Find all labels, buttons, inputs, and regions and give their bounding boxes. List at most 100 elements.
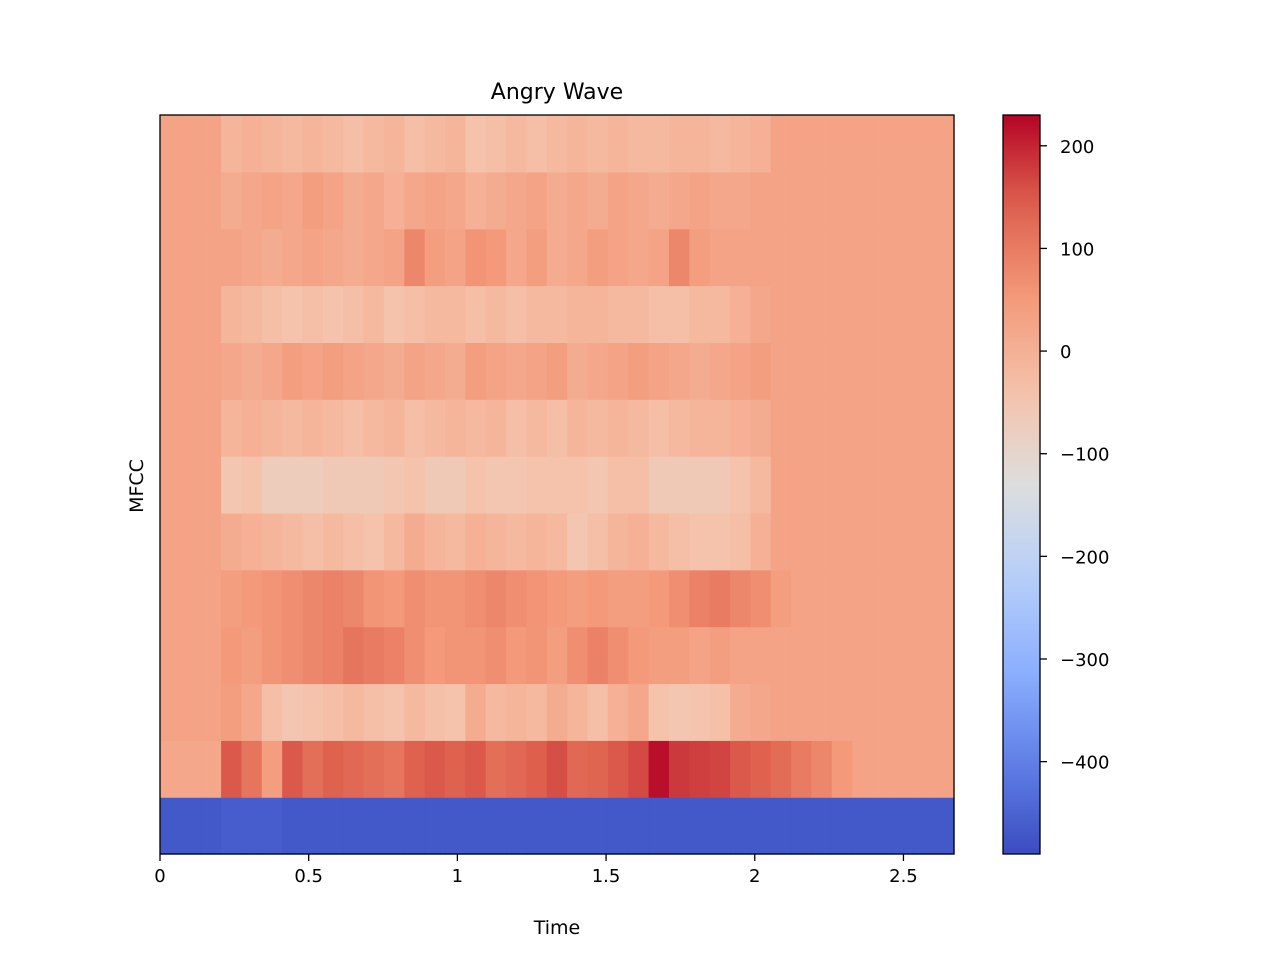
heatmap-cell xyxy=(180,342,202,400)
heatmap-cell xyxy=(404,740,426,798)
heatmap-cell xyxy=(465,285,487,343)
heatmap-cell xyxy=(668,171,690,230)
heatmap-cell xyxy=(200,512,222,571)
heatmap-cell xyxy=(628,342,650,400)
heatmap-frame xyxy=(159,114,955,855)
heatmap-cell xyxy=(241,285,263,343)
heatmap-cell xyxy=(872,399,894,457)
heatmap-cell xyxy=(872,456,894,514)
heatmap-cell xyxy=(363,683,385,741)
heatmap-cell xyxy=(506,171,528,230)
heatmap-cell xyxy=(261,228,283,287)
heatmap-cell xyxy=(322,115,344,173)
heatmap-cell xyxy=(160,626,181,685)
heatmap-cell xyxy=(811,683,833,741)
heatmap-cell xyxy=(241,342,263,400)
heatmap-cell xyxy=(811,285,833,343)
heatmap-cell xyxy=(831,512,853,571)
heatmap-cell xyxy=(567,740,589,798)
heatmap-cell xyxy=(668,512,690,571)
heatmap-cell xyxy=(221,512,243,571)
heatmap-cell xyxy=(485,797,507,855)
heatmap-cell xyxy=(668,626,690,685)
heatmap-cell xyxy=(648,115,670,173)
heatmap-cell xyxy=(221,456,243,514)
heatmap-cell xyxy=(750,399,772,457)
heatmap-cell xyxy=(363,512,385,571)
heatmap-cell xyxy=(383,569,405,628)
heatmap-cell xyxy=(933,342,955,400)
heatmap-cell xyxy=(852,683,874,741)
heatmap-cell xyxy=(892,626,914,685)
heatmap-cell xyxy=(811,740,833,798)
heatmap-cell xyxy=(831,683,853,741)
heatmap-cell xyxy=(852,228,874,287)
heatmap-cell xyxy=(506,569,528,628)
heatmap-cell xyxy=(445,171,466,230)
heatmap-cell xyxy=(831,115,853,173)
heatmap-cell xyxy=(424,512,446,571)
colorbar-tick-label: −400 xyxy=(1060,753,1109,774)
heatmap-cell xyxy=(933,740,955,798)
heatmap-cell xyxy=(282,171,304,230)
heatmap-cell xyxy=(282,569,304,628)
heatmap-cell xyxy=(404,399,426,457)
heatmap-cell xyxy=(689,115,711,173)
heatmap-cell xyxy=(730,285,752,343)
heatmap-cell xyxy=(852,285,874,343)
heatmap-cell xyxy=(424,569,446,628)
heatmap-cell xyxy=(872,797,894,855)
heatmap-cell xyxy=(750,456,772,514)
heatmap-cell xyxy=(709,228,731,287)
heatmap-cell xyxy=(770,285,792,343)
x-tick-label: 2.5 xyxy=(889,866,918,887)
heatmap-cell xyxy=(445,797,466,855)
heatmap-cell xyxy=(546,797,568,855)
heatmap-cell xyxy=(363,342,385,400)
heatmap-cell xyxy=(546,399,568,457)
heatmap-cell xyxy=(913,285,935,343)
heatmap-cell xyxy=(465,115,487,173)
heatmap-cell xyxy=(811,342,833,400)
heatmap-cell xyxy=(892,456,914,514)
heatmap-cell xyxy=(180,512,202,571)
heatmap-cell xyxy=(872,342,894,400)
heatmap-cell xyxy=(546,171,568,230)
heatmap-cell xyxy=(322,626,344,685)
colorbar xyxy=(1002,114,1041,855)
heatmap-cell xyxy=(383,456,405,514)
heatmap-cell xyxy=(180,399,202,457)
heatmap-cell xyxy=(770,171,792,230)
heatmap-cell xyxy=(892,797,914,855)
heatmap-cell xyxy=(322,399,344,457)
heatmap-cell xyxy=(160,171,181,230)
heatmap-cell xyxy=(343,683,365,741)
heatmap-cell xyxy=(261,285,283,343)
heatmap-cell xyxy=(811,456,833,514)
heatmap-cell xyxy=(648,399,670,457)
heatmap-cell xyxy=(261,399,283,457)
heatmap-cell xyxy=(872,285,894,343)
heatmap-cell xyxy=(607,797,629,855)
heatmap-cell xyxy=(607,115,629,173)
heatmap-cell xyxy=(302,456,324,514)
heatmap-cell xyxy=(567,512,589,571)
heatmap-cell xyxy=(445,115,466,173)
heatmap-cell xyxy=(811,626,833,685)
heatmap-cell xyxy=(750,797,772,855)
heatmap-cell xyxy=(322,569,344,628)
heatmap-cell xyxy=(404,115,426,173)
heatmap-cell xyxy=(302,740,324,798)
heatmap-cell xyxy=(221,115,243,173)
heatmap-cell xyxy=(668,683,690,741)
heatmap-cell xyxy=(791,399,813,457)
heatmap-cell xyxy=(546,512,568,571)
heatmap-cell xyxy=(607,399,629,457)
heatmap-cell xyxy=(546,626,568,685)
heatmap-cell xyxy=(445,569,466,628)
heatmap-cell xyxy=(811,171,833,230)
heatmap-cell xyxy=(933,797,955,855)
heatmap-cell xyxy=(567,456,589,514)
heatmap-cell xyxy=(648,285,670,343)
heatmap-cell xyxy=(546,683,568,741)
